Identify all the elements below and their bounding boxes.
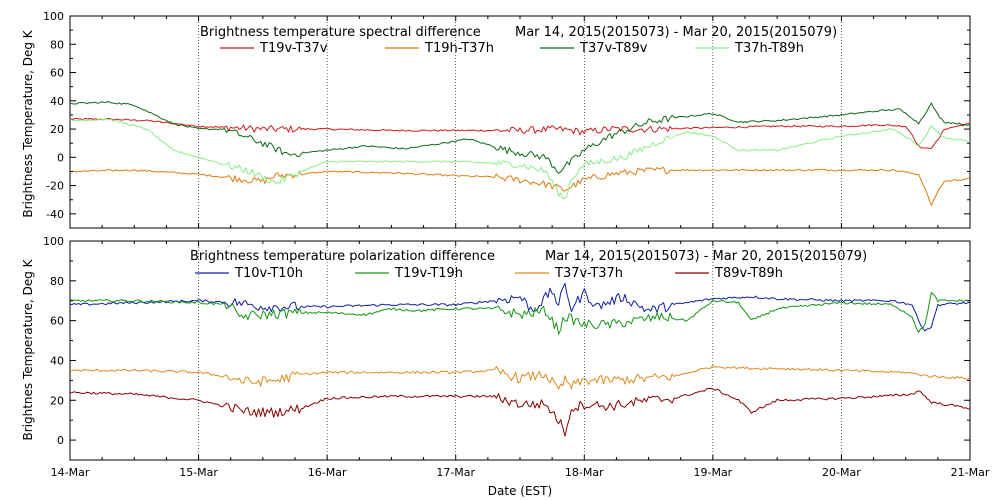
legend-label: T19v-T19h	[394, 266, 463, 281]
y-tick-label: 20	[50, 123, 64, 136]
y-tick-label: 80	[50, 275, 64, 288]
y-tick-label: 100	[43, 235, 64, 248]
y-tick-label: -20	[46, 180, 64, 193]
polarization-title: Brightness temperature polarization diff…	[190, 249, 495, 264]
legend-label: T19h-T37h	[424, 41, 494, 56]
y-tick-label: 100	[43, 10, 64, 23]
y-tick-label: 60	[50, 315, 64, 328]
legend-label: T37h-T89h	[734, 41, 804, 56]
y-tick-label: 80	[50, 38, 64, 51]
legend-label: T37v-T89v	[579, 41, 648, 56]
x-tick-label: 20-Mar	[822, 466, 861, 479]
spectral-difference-panel: -40 -20 0 20 40 60 80 100 Brightness temperatur…	[21, 10, 971, 229]
polarization-difference-panel: 0 20 40 60 80 100 14-Mar 15-Mar 16-Mar 17-Mar 18-…	[21, 235, 990, 498]
y-tick-label: 20	[50, 394, 64, 407]
x-tick-label: 16-Mar	[308, 466, 347, 479]
x-tick-label: 15-Mar	[179, 466, 218, 479]
spectral-plot-frame	[69, 15, 971, 229]
series-line-t89v-t89h	[69, 387, 971, 437]
polarization-ylabel: Brightnes Temperature, Deg K	[21, 258, 35, 440]
series-line-t19v-t19h	[69, 292, 971, 335]
series-line-t19v-t37v	[69, 117, 971, 149]
y-tick-label: 0	[57, 151, 64, 164]
spectral-title: Brightness temperature spectral differen…	[200, 25, 481, 40]
legend-label: T10v-T10h	[234, 266, 303, 281]
series-line-t19h-t37h	[69, 166, 970, 206]
polarization-plot-frame	[69, 240, 971, 461]
x-tick-label: 19-Mar	[693, 466, 732, 479]
series-line-t37v-t37h	[69, 364, 971, 390]
x-tick-label: 18-Mar	[565, 466, 604, 479]
y-tick-label: 0	[57, 434, 64, 447]
legend-label: T19v-T37v	[259, 41, 328, 56]
series-line-t37h-t89h	[69, 118, 971, 200]
y-tick-label: 40	[50, 354, 64, 367]
x-tick-label: 21-Mar	[951, 466, 990, 479]
x-tick-label: 14-Mar	[51, 466, 90, 479]
polarization-legend: T10v-T10h T19v-T19h T37v-T37h T89v-T89h	[195, 266, 783, 281]
series-line-t37v-t89v	[69, 101, 971, 174]
legend-label: T89v-T89h	[714, 266, 783, 281]
y-tick-label: -40	[46, 208, 64, 221]
polarization-subtitle: Mar 14, 2015(2015073) - Mar 20, 2015(201…	[545, 249, 867, 264]
x-axis-label: Date (EST)	[488, 484, 552, 498]
spectral-subtitle: Mar 14, 2015(2015073) - Mar 20, 2015(201…	[515, 25, 837, 40]
spectral-ylabel: Brightness Temperature, Deg K	[21, 29, 35, 217]
x-tick-label: 17-Mar	[436, 466, 475, 479]
series-line-t10v-t10h	[69, 282, 971, 332]
y-tick-label: 40	[50, 95, 64, 108]
spectral-legend: T19v-T37v T19h-T37h T37v-T89v T37h-T89h	[220, 41, 804, 56]
legend-label: T37v-T37h	[554, 266, 623, 281]
y-tick-label: 60	[50, 67, 64, 80]
